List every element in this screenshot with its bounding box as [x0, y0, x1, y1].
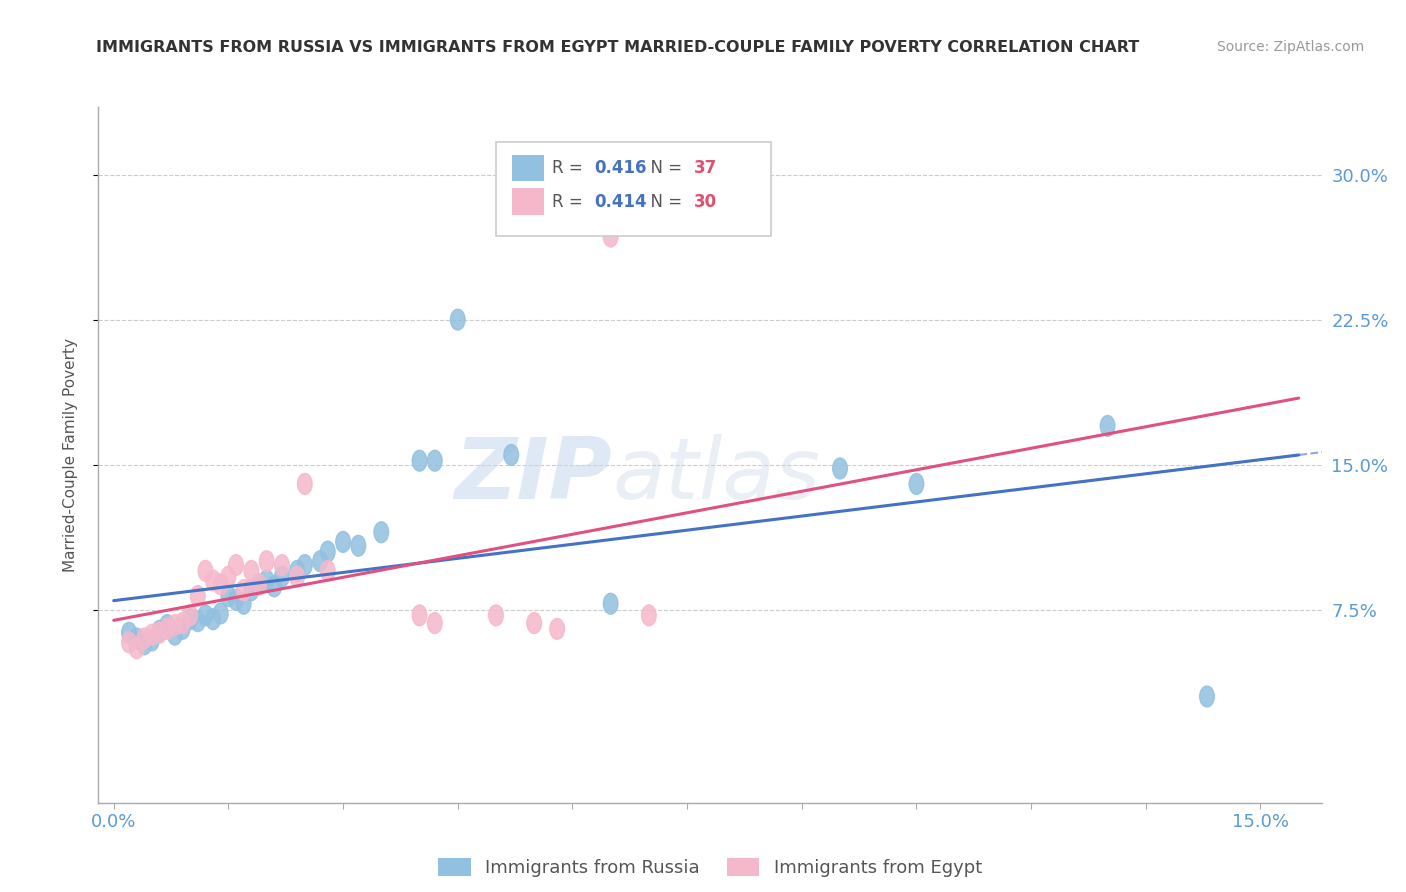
- Legend: Immigrants from Russia, Immigrants from Egypt: Immigrants from Russia, Immigrants from …: [430, 850, 990, 884]
- Ellipse shape: [160, 615, 174, 635]
- Ellipse shape: [214, 574, 228, 595]
- Ellipse shape: [274, 566, 290, 587]
- Ellipse shape: [167, 624, 183, 645]
- Ellipse shape: [412, 450, 427, 471]
- Ellipse shape: [274, 555, 290, 575]
- Ellipse shape: [236, 593, 252, 615]
- Ellipse shape: [176, 618, 190, 640]
- Text: R =: R =: [553, 160, 588, 178]
- Text: N =: N =: [640, 193, 688, 211]
- Ellipse shape: [129, 628, 143, 649]
- Ellipse shape: [312, 550, 328, 572]
- Ellipse shape: [129, 638, 143, 658]
- Ellipse shape: [1199, 686, 1215, 707]
- Ellipse shape: [214, 603, 228, 624]
- Ellipse shape: [259, 570, 274, 591]
- Ellipse shape: [145, 624, 159, 645]
- Ellipse shape: [550, 618, 564, 640]
- Ellipse shape: [221, 585, 236, 607]
- Ellipse shape: [489, 605, 503, 626]
- Ellipse shape: [205, 570, 221, 591]
- Ellipse shape: [412, 605, 427, 626]
- Ellipse shape: [603, 593, 619, 615]
- Ellipse shape: [259, 550, 274, 572]
- Ellipse shape: [832, 458, 848, 479]
- Ellipse shape: [910, 474, 924, 494]
- Ellipse shape: [641, 605, 657, 626]
- Text: IMMIGRANTS FROM RUSSIA VS IMMIGRANTS FROM EGYPT MARRIED-COUPLE FAMILY POVERTY CO: IMMIGRANTS FROM RUSSIA VS IMMIGRANTS FRO…: [96, 40, 1139, 55]
- Ellipse shape: [136, 634, 152, 655]
- Ellipse shape: [122, 623, 136, 643]
- Ellipse shape: [427, 613, 441, 633]
- Ellipse shape: [352, 535, 366, 557]
- Ellipse shape: [122, 632, 136, 653]
- Y-axis label: Married-Couple Family Poverty: Married-Couple Family Poverty: [63, 338, 77, 572]
- Ellipse shape: [152, 620, 167, 641]
- Ellipse shape: [245, 580, 259, 600]
- Ellipse shape: [503, 444, 519, 466]
- Text: ZIP: ZIP: [454, 434, 612, 517]
- Ellipse shape: [190, 611, 205, 632]
- Ellipse shape: [136, 628, 152, 649]
- FancyBboxPatch shape: [512, 188, 544, 215]
- Ellipse shape: [236, 580, 252, 600]
- Text: 30: 30: [695, 193, 717, 211]
- FancyBboxPatch shape: [512, 155, 544, 181]
- Ellipse shape: [145, 630, 159, 651]
- Ellipse shape: [298, 555, 312, 575]
- Ellipse shape: [152, 623, 167, 643]
- Ellipse shape: [374, 522, 388, 542]
- Ellipse shape: [252, 574, 266, 595]
- Ellipse shape: [205, 608, 221, 630]
- Ellipse shape: [527, 613, 541, 633]
- Text: atlas: atlas: [612, 434, 820, 517]
- Ellipse shape: [252, 574, 266, 595]
- Ellipse shape: [245, 560, 259, 582]
- Ellipse shape: [290, 560, 305, 582]
- Ellipse shape: [336, 532, 350, 552]
- Ellipse shape: [190, 585, 205, 607]
- Ellipse shape: [221, 566, 236, 587]
- Ellipse shape: [450, 310, 465, 330]
- Ellipse shape: [229, 590, 243, 610]
- Ellipse shape: [321, 560, 335, 582]
- Ellipse shape: [1101, 416, 1115, 436]
- Text: 0.416: 0.416: [593, 160, 647, 178]
- Ellipse shape: [198, 605, 212, 626]
- Ellipse shape: [321, 541, 335, 562]
- Text: 37: 37: [695, 160, 717, 178]
- Ellipse shape: [183, 608, 197, 630]
- Ellipse shape: [167, 615, 183, 635]
- Ellipse shape: [298, 474, 312, 494]
- Ellipse shape: [198, 560, 212, 582]
- Ellipse shape: [229, 555, 243, 575]
- Text: Source: ZipAtlas.com: Source: ZipAtlas.com: [1216, 40, 1364, 54]
- Ellipse shape: [290, 566, 305, 587]
- Text: N =: N =: [640, 160, 688, 178]
- Ellipse shape: [603, 226, 619, 247]
- Ellipse shape: [160, 618, 174, 640]
- Ellipse shape: [183, 605, 197, 626]
- Ellipse shape: [176, 613, 190, 633]
- FancyBboxPatch shape: [496, 142, 772, 235]
- Ellipse shape: [427, 450, 441, 471]
- Ellipse shape: [267, 576, 281, 597]
- Text: 0.414: 0.414: [593, 193, 647, 211]
- Text: R =: R =: [553, 193, 588, 211]
